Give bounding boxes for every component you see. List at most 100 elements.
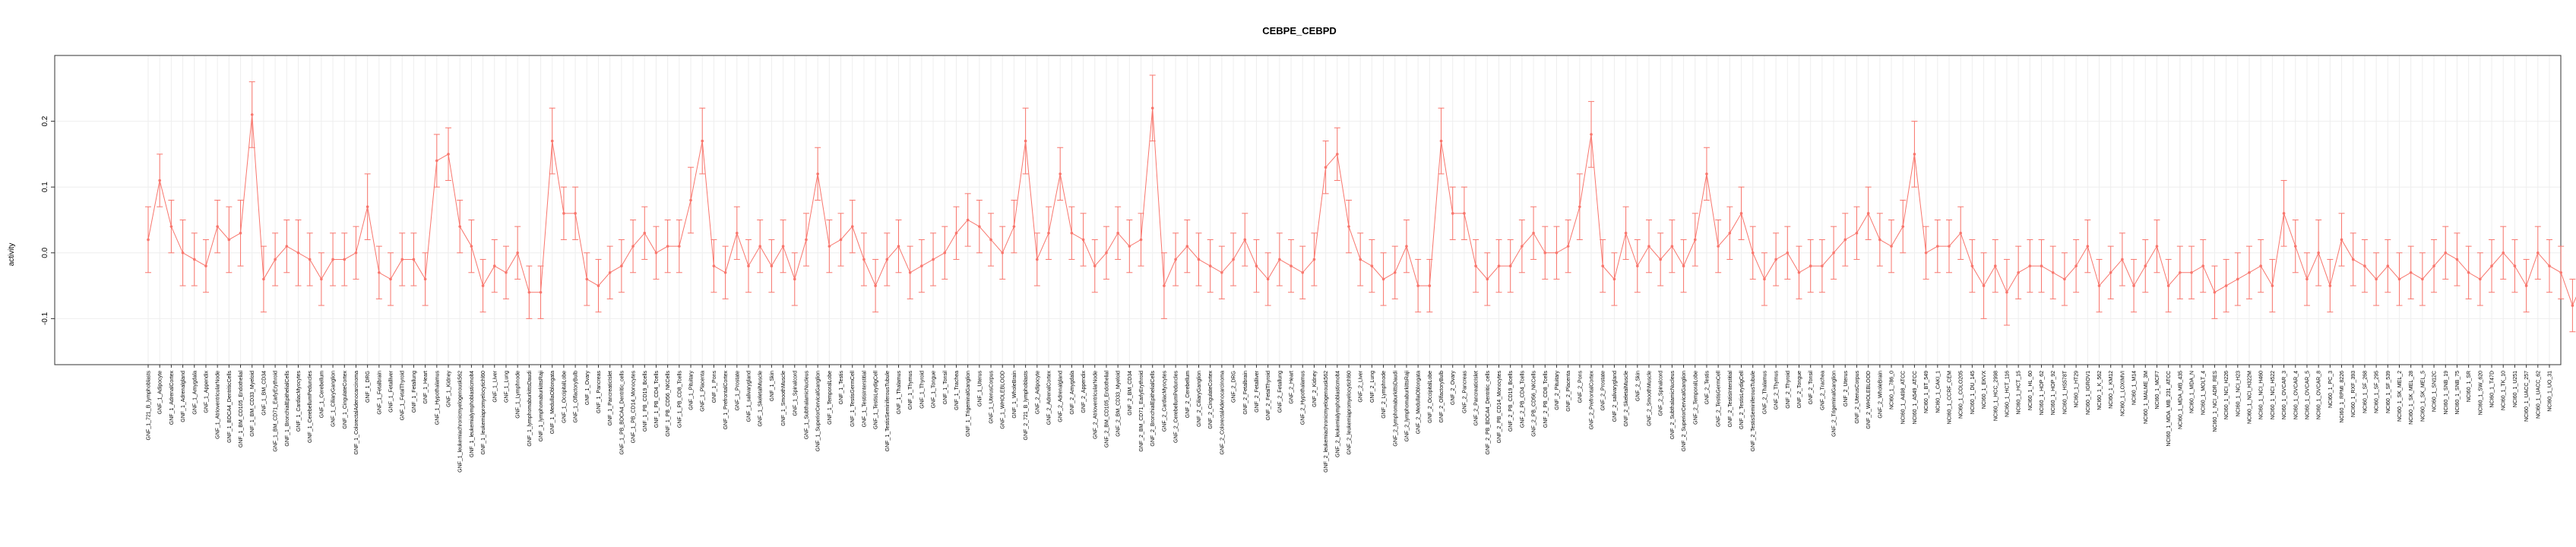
x-tick-label: GNF_2_Adrenalgland — [1059, 371, 1064, 422]
x-tick-label: GNF_1_Thymus — [908, 371, 913, 410]
x-tick-label: GNF_2_Fetalliver — [1255, 370, 1260, 413]
x-tick-label: GNF_2_Appendix — [1081, 371, 1087, 413]
data-point — [227, 238, 231, 242]
data-point — [2328, 284, 2332, 287]
data-point — [874, 284, 877, 287]
x-tick-label: GNF_1_ColorectalAdenocarcinoma — [354, 371, 359, 455]
x-tick-label: GNF_2_BM_CD71_EarlyErythroid — [1139, 371, 1144, 452]
x-tick-label: GNF_1_Appendix — [204, 371, 209, 413]
x-tick-label: GNF_2_Pancreas — [1462, 371, 1467, 414]
x-tick-label: GNF_1_TrigeminalGanglion — [966, 371, 971, 437]
data-point — [423, 277, 427, 281]
data-point — [1647, 245, 1650, 248]
data-point — [1797, 270, 1801, 274]
x-tick-label: GNF_2_SubthalamicNucleus — [1670, 371, 1676, 440]
data-point — [2490, 264, 2493, 267]
x-tick-label: GNF_2_salivarygland — [1612, 371, 1618, 422]
data-point — [2513, 264, 2517, 267]
x-tick-label: GNF_2_SkeletalMuscle — [1624, 371, 1629, 427]
x-tick-label: GNF_2_lymphomaburkittsRaji — [1404, 371, 1410, 442]
x-tick-label: NCI60_1_U251 — [2513, 371, 2518, 407]
x-tick-label: NCI60_1_K_562 — [2097, 371, 2103, 410]
x-tick-label: NCI60_1_OVCAR_8 — [2317, 371, 2322, 419]
data-point — [147, 238, 150, 242]
x-tick-label: GNF_2_FetalThyroid — [1266, 371, 1271, 420]
x-tick-label: GNF_1_Trachea — [954, 371, 960, 410]
x-tick-label: NCI60_1_COLO205 — [1959, 371, 1964, 419]
data-point — [1243, 238, 1247, 242]
data-point — [516, 251, 519, 255]
data-point — [1555, 251, 1559, 255]
x-tick-label: GNF_2_leukemialymphoblasticmolt4 — [1335, 371, 1340, 457]
x-tick-label: NCI60_1_OVCAR_4 — [2293, 371, 2299, 419]
x-tick-label: GNF_1_Testis — [839, 371, 844, 405]
data-point — [320, 277, 323, 281]
data-point — [470, 245, 473, 248]
x-tick-label: NCI60_1_A549_ATCC — [1913, 371, 1918, 424]
data-point — [620, 264, 623, 267]
x-tick-label: GNF_2_OccipitalLobe — [1428, 371, 1433, 423]
x-tick-label: GNF_1_UterusCorpus — [989, 371, 995, 424]
data-point — [2086, 245, 2090, 248]
data-point — [343, 258, 347, 261]
data-point — [2213, 290, 2217, 294]
x-tick-label: GNF_2_Skin — [1635, 371, 1641, 401]
x-tick-label: GNF_1_Spinalcord — [793, 371, 798, 416]
data-point — [1832, 251, 1835, 255]
data-point — [1012, 225, 1016, 228]
x-tick-label: GNF_1_CardiacMyocytes — [296, 371, 302, 432]
data-point — [1278, 258, 1281, 261]
x-tick-label: GNF_1_Tonsil — [943, 371, 948, 405]
x-tick-label: GNF_2_PancreaticIslet — [1474, 371, 1479, 425]
data-point — [1809, 264, 1812, 267]
data-point — [1786, 251, 1790, 255]
data-point — [608, 270, 612, 274]
data-point — [2028, 264, 2032, 267]
data-point — [1150, 106, 1154, 110]
x-tick-label: GNF_1_Ovary — [585, 371, 590, 406]
x-tick-label: GNF_2_PB_CD56_NKCells — [1532, 371, 1537, 437]
x-tick-label: GNF_2_MedullaOblongata — [1416, 371, 1422, 434]
data-point — [1612, 277, 1616, 281]
data-point — [1636, 264, 1639, 267]
x-tick-label: NCI60_1_NCI_ADR_RES — [2213, 371, 2218, 432]
x-tick-label: GNF_1_Amygdala — [192, 371, 198, 415]
data-point — [1359, 258, 1362, 261]
y-tick-label: 0.0 — [41, 247, 49, 258]
x-tick-label: GNF_2_Tongue — [1797, 371, 1802, 409]
y-tick-label: 0.1 — [41, 182, 49, 192]
x-tick-label: GNF_2_SuperiorCervicalGanglion — [1682, 371, 1687, 451]
data-point — [712, 264, 716, 267]
data-point — [1508, 264, 1512, 267]
data-point — [574, 212, 577, 215]
data-point — [908, 270, 912, 274]
data-point — [562, 212, 565, 215]
data-point — [447, 153, 450, 156]
x-tick-label: GNF_1_SubthalamicNucleus — [804, 371, 809, 440]
data-point — [1693, 238, 1697, 242]
data-point — [1081, 238, 1085, 242]
x-tick-label: GNF_2_Fetallung — [1277, 371, 1283, 413]
x-tick-label: GNF_2_TestisGermCell — [1717, 371, 1722, 427]
data-point — [770, 264, 774, 267]
data-point — [331, 258, 334, 261]
x-tick-label: NCI60_1_MOLT_4 — [2201, 371, 2207, 415]
x-tick-label: NCI60_1_T47D — [2490, 371, 2495, 408]
data-point — [2305, 277, 2309, 281]
y-axis-label: activity — [8, 243, 16, 267]
data-point — [1290, 264, 1293, 267]
data-point — [2121, 258, 2124, 261]
x-tick-label: GNF_1_Liver — [492, 370, 498, 402]
x-tick-label: GNF_1_leukemialymphoblasticmolt4 — [470, 371, 475, 457]
y-tick-label: -0.1 — [41, 311, 49, 325]
x-tick-label: NCI60_1_MDA_MB_435 — [2178, 371, 2183, 429]
data-point — [1590, 133, 1593, 136]
data-point — [458, 225, 461, 228]
data-point — [678, 245, 681, 248]
data-point — [758, 245, 761, 248]
x-tick-label: GNF_2_AtrioventricularNode — [1093, 371, 1098, 439]
data-point — [1728, 232, 1732, 235]
x-tick-label: NCI60_1_UACC_257 — [2524, 371, 2530, 422]
data-point — [1139, 238, 1143, 242]
x-tick-label: GNF_2_BM_CD34 — [1128, 371, 1133, 416]
